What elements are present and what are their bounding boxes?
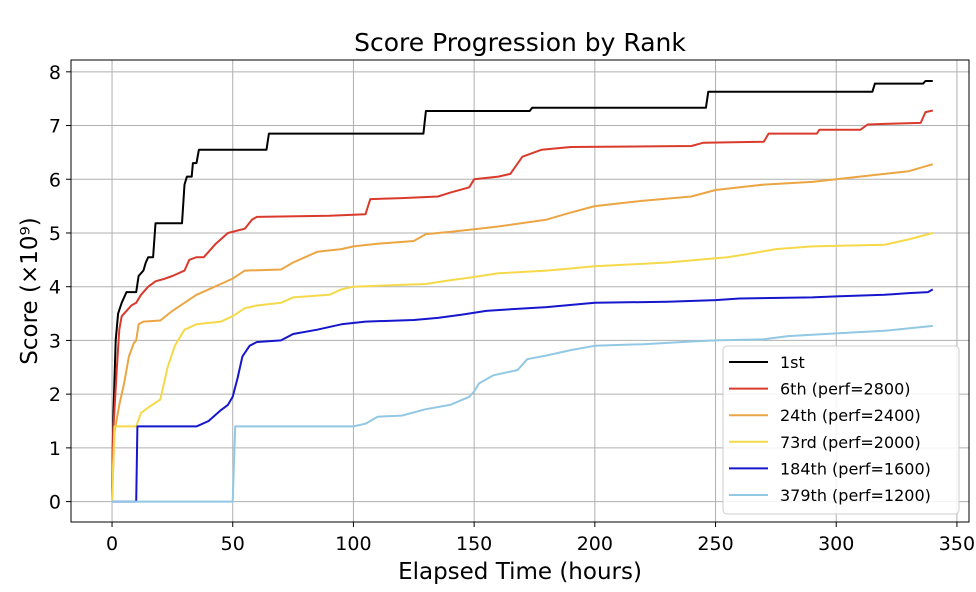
y-tick-label: 4 <box>49 277 61 299</box>
chart-title: Score Progression by Rank <box>354 28 686 57</box>
y-tick-label: 8 <box>49 62 61 84</box>
y-tick-label: 2 <box>49 384 61 406</box>
series-lines <box>111 80 934 503</box>
series-line-184th <box>112 288 934 503</box>
legend-label-24th: 24th (perf=2400) <box>780 406 921 425</box>
series-line-6th <box>111 109 934 501</box>
legend: 1st 6th (perf=2800) 24th (perf=2400) 73rd (… <box>722 345 960 515</box>
plot-frame <box>70 59 970 523</box>
x-tick-label: 100 <box>335 533 371 555</box>
x-tick-label: 0 <box>106 533 118 555</box>
series-line-73rd <box>111 232 934 501</box>
y-tick-label: 1 <box>49 438 61 460</box>
y-tick-label: 3 <box>49 330 61 352</box>
x-tick-label: 300 <box>818 533 854 555</box>
legend-label-184th: 184th (perf=1600) <box>780 459 931 478</box>
x-axis-label: Elapsed Time (hours) <box>398 559 642 585</box>
legend-label-379th: 379th (perf=1200) <box>780 486 931 505</box>
y-tick-label: 7 <box>49 116 61 138</box>
series-line-1st <box>111 80 933 501</box>
y-tick-label: 6 <box>49 169 61 191</box>
legend-label-6th: 6th (perf=2800) <box>780 380 911 399</box>
y-axis-ticks: 0 1 2 3 4 5 6 7 8 <box>49 62 71 514</box>
x-tick-label: 50 <box>221 533 245 555</box>
x-axis-ticks: 0 50 100 150 200 250 300 350 <box>106 522 975 555</box>
series-line-379th <box>112 324 933 503</box>
series-line-24th <box>111 163 934 501</box>
y-tick-label: 0 <box>49 492 61 514</box>
legend-label-1st: 1st <box>780 353 805 372</box>
x-tick-label: 150 <box>456 533 492 555</box>
y-axis-label: Score (×10⁹) <box>17 217 43 364</box>
x-tick-label: 200 <box>577 533 613 555</box>
legend-box <box>722 345 960 515</box>
y-tick-label: 5 <box>49 223 61 245</box>
legend-label-73rd: 73rd (perf=2000) <box>780 433 921 452</box>
x-tick-label: 350 <box>939 533 975 555</box>
x-tick-label: 250 <box>697 533 733 555</box>
